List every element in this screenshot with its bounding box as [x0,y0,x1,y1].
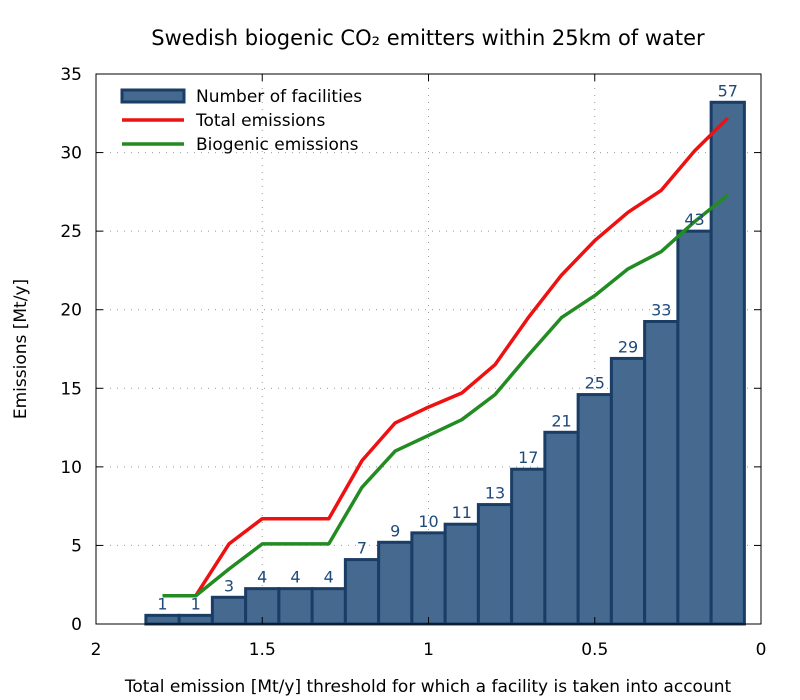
legend-swatch [120,88,186,104]
bar [443,522,480,626]
y-tick-label: 15 [60,379,82,399]
x-tick-label: 0.5 [581,640,608,660]
bar-value-label: 1 [157,594,167,613]
bar [310,587,347,626]
y-tick-label: 5 [71,536,82,556]
axis-ticks: 0 5 10 15 20 25 30 35 2 1.5 1 0.5 0 [60,65,766,660]
bar-value-label: 29 [618,337,638,356]
legend: Number of facilities Total emissions Bioge… [120,87,362,155]
bar-value-label: 9 [390,521,400,540]
bar-value-label: 11 [452,503,472,522]
series-line [162,116,730,598]
bar [377,540,414,626]
x-tick-label: 0 [756,640,767,660]
bar [210,595,248,626]
bar [609,356,647,626]
y-tick-label: 25 [60,222,82,242]
bar-value-label: 4 [290,568,300,587]
series-line [162,193,729,598]
legend-label: Biogenic emissions [196,135,359,155]
y-tick-label: 35 [60,65,82,85]
bar [177,613,214,626]
bar [576,393,613,626]
bar-value-label: 4 [324,568,334,587]
bar-value-label: 1 [191,594,201,613]
x-tick-label: 1.5 [249,640,276,660]
bar [476,503,514,626]
bar-value-label: 33 [651,301,671,320]
y-tick-label: 0 [71,615,82,635]
bars [144,100,746,626]
bar-value-label: 43 [684,210,704,229]
chart-title: Swedish biogenic CO₂ emitters within 25k… [151,26,705,50]
bar [510,467,547,626]
bar-value-label: 3 [224,576,234,595]
bar [144,613,181,626]
x-tick-label: 1 [423,640,434,660]
x-tick-label: 2 [91,640,102,660]
bar [343,558,381,626]
grid-lines [96,74,761,624]
y-tick-label: 30 [60,144,82,164]
bar-value-label: 57 [718,81,738,100]
y-tick-label: 10 [60,458,82,478]
bar [643,320,680,626]
bar-value-label: 13 [485,484,505,503]
bar-value-label: 7 [357,539,367,558]
bar-value-label: 17 [518,448,538,467]
series-lines [162,116,730,598]
bar-value-label: 21 [551,411,571,430]
y-axis-label: Emissions [Mt/y] [11,279,31,419]
bar [543,430,580,626]
x-axis-label: Total emission [Mt/y] threshold for whic… [124,677,732,697]
bar-value-label: 4 [257,568,267,587]
bar [676,229,713,626]
y-tick-label: 20 [60,301,82,321]
legend-label: Number of facilities [196,87,362,107]
bar [277,587,314,626]
bar [709,100,746,626]
bar-value-label: 10 [418,512,438,531]
bar [410,531,447,626]
legend-label: Total emissions [195,111,325,131]
bar-value-label: 25 [585,374,605,393]
